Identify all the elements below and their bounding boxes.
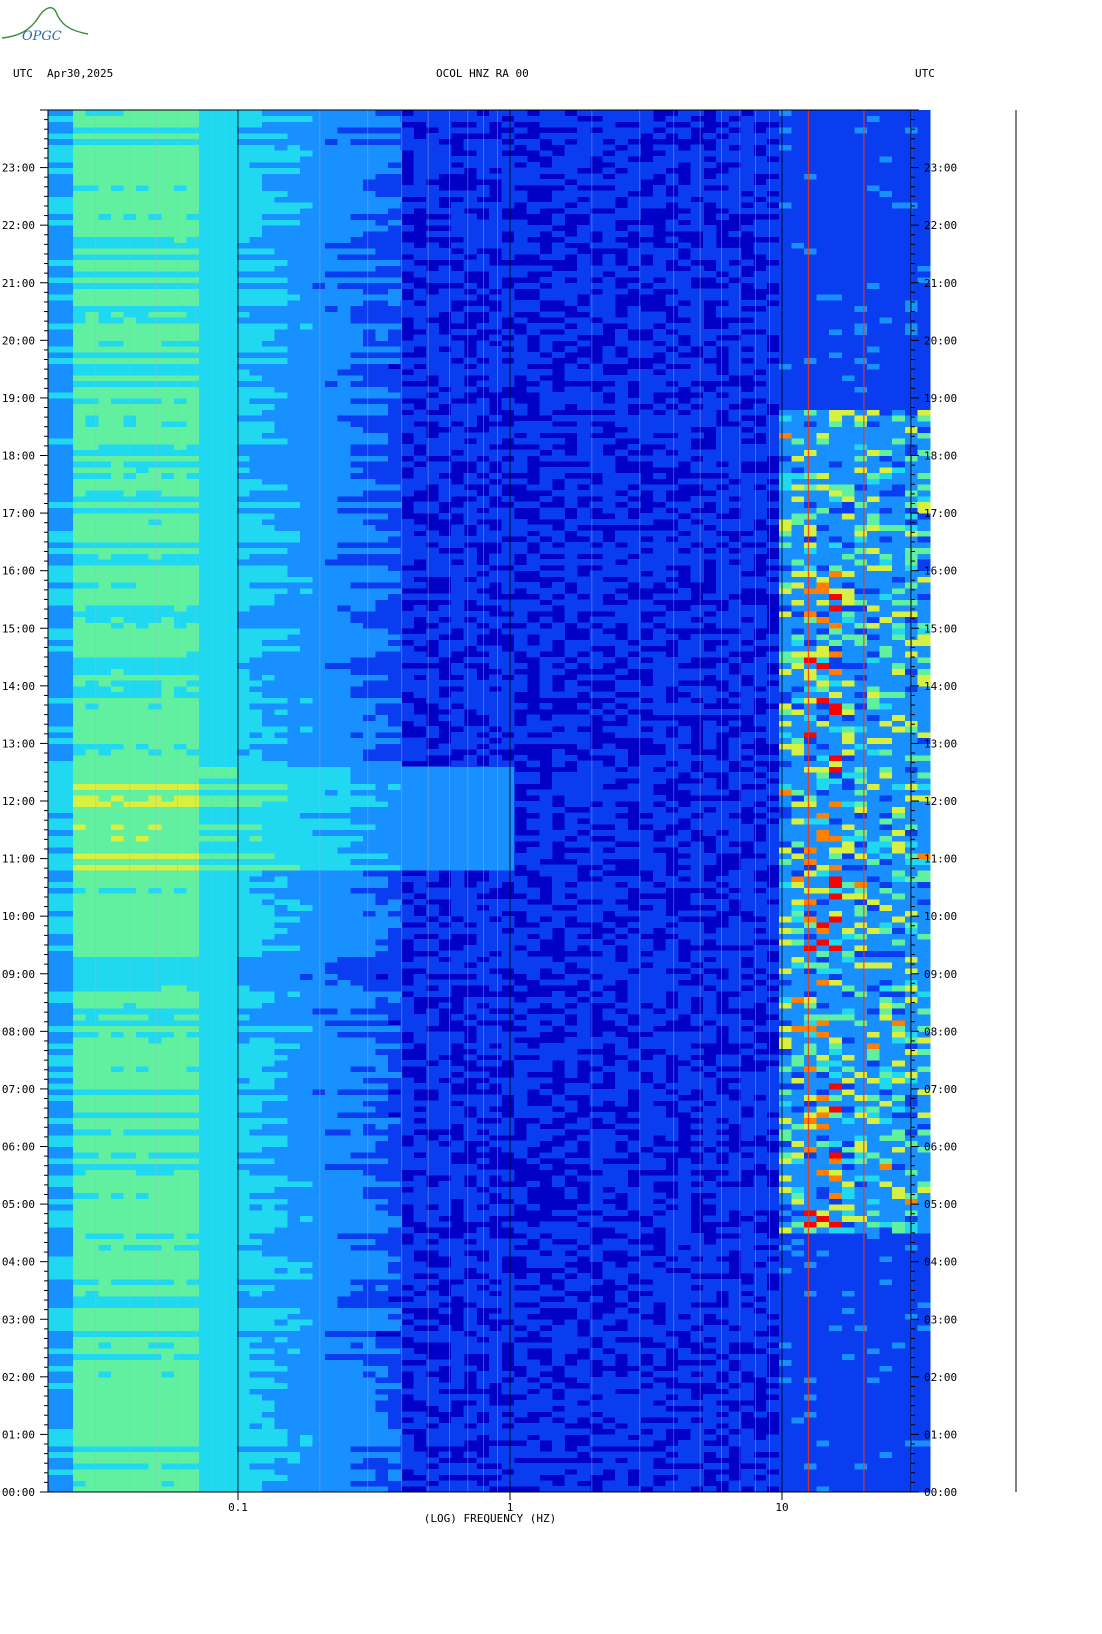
y-tick-label-left: 07:00 bbox=[2, 1083, 35, 1096]
svg-text:OPGC: OPGC bbox=[22, 29, 62, 44]
y-tick-label-left: 14:00 bbox=[2, 680, 35, 693]
y-tick-label-right: 21:00 bbox=[924, 277, 957, 290]
y-tick-label-left: 21:00 bbox=[2, 277, 35, 290]
x-axis-label: (LOG) FREQUENCY (HZ) bbox=[424, 1512, 556, 1525]
y-tick-label-left: 00:00 bbox=[2, 1486, 35, 1499]
y-tick-label-right: 02:00 bbox=[924, 1371, 957, 1384]
y-tick-label-right: 11:00 bbox=[924, 853, 957, 866]
y-tick-label-right: 20:00 bbox=[924, 334, 957, 347]
y-tick-label-left: 08:00 bbox=[2, 1025, 35, 1038]
y-tick-label-left: 04:00 bbox=[2, 1256, 35, 1269]
y-tick-label-left: 17:00 bbox=[2, 507, 35, 520]
x-tick-label: 0.1 bbox=[228, 1501, 248, 1514]
y-tick-label-right: 08:00 bbox=[924, 1025, 957, 1038]
y-tick-label-right: 01:00 bbox=[924, 1428, 957, 1441]
y-tick-label-right: 00:00 bbox=[924, 1486, 957, 1499]
y-tick-label-right: 06:00 bbox=[924, 1141, 957, 1154]
utc-label-right: UTC bbox=[915, 67, 935, 80]
y-tick-label-left: 05:00 bbox=[2, 1198, 35, 1211]
y-tick-label-right: 12:00 bbox=[924, 795, 957, 808]
y-tick-label-right: 07:00 bbox=[924, 1083, 957, 1096]
station-label: OCOL HNZ RA 00 bbox=[436, 67, 529, 80]
y-tick-label-right: 04:00 bbox=[924, 1256, 957, 1269]
y-tick-label-left: 18:00 bbox=[2, 450, 35, 463]
y-tick-label-left: 10:00 bbox=[2, 910, 35, 923]
date-label: Apr30,2025 bbox=[47, 67, 114, 80]
y-tick-label-left: 03:00 bbox=[2, 1313, 35, 1326]
y-tick-label-right: 13:00 bbox=[924, 737, 957, 750]
x-tick-label: 1 bbox=[507, 1501, 514, 1514]
y-tick-label-right: 10:00 bbox=[924, 910, 957, 923]
y-tick-label-left: 15:00 bbox=[2, 622, 35, 635]
y-tick-label-right: 16:00 bbox=[924, 565, 957, 578]
y-tick-label-right: 14:00 bbox=[924, 680, 957, 693]
y-tick-label-left: 12:00 bbox=[2, 795, 35, 808]
y-tick-label-left: 22:00 bbox=[2, 219, 35, 232]
y-tick-label-right: 09:00 bbox=[924, 968, 957, 981]
y-tick-label-right: 22:00 bbox=[924, 219, 957, 232]
y-tick-label-left: 09:00 bbox=[2, 968, 35, 981]
y-tick-label-left: 06:00 bbox=[2, 1141, 35, 1154]
y-tick-label-left: 11:00 bbox=[2, 853, 35, 866]
opgc-logo: OPGC bbox=[1, 7, 89, 44]
y-tick-label-right: 18:00 bbox=[924, 450, 957, 463]
y-tick-label-right: 19:00 bbox=[924, 392, 957, 405]
x-tick-label: 10 bbox=[775, 1501, 788, 1514]
y-tick-label-right: 15:00 bbox=[924, 622, 957, 635]
y-tick-label-left: 16:00 bbox=[2, 565, 35, 578]
y-tick-label-left: 01:00 bbox=[2, 1428, 35, 1441]
y-tick-label-right: 17:00 bbox=[924, 507, 957, 520]
spectrogram-cells bbox=[47, 110, 931, 1493]
y-tick-label-right: 23:00 bbox=[924, 162, 957, 175]
y-tick-label-right: 03:00 bbox=[924, 1313, 957, 1326]
utc-label-left: UTC bbox=[13, 67, 33, 80]
y-tick-label-left: 19:00 bbox=[2, 392, 35, 405]
y-tick-label-right: 05:00 bbox=[924, 1198, 957, 1211]
y-tick-label-left: 20:00 bbox=[2, 334, 35, 347]
y-tick-label-left: 02:00 bbox=[2, 1371, 35, 1384]
y-tick-label-left: 13:00 bbox=[2, 737, 35, 750]
y-tick-label-left: 23:00 bbox=[2, 162, 35, 175]
